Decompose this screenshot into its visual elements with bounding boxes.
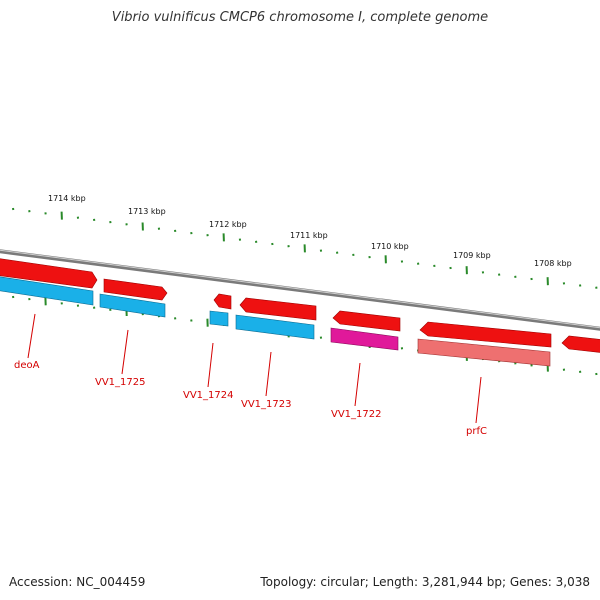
gene-arrow-deoA[interactable] [0, 258, 98, 289]
gene-bar-VV1_1722[interactable] [330, 327, 399, 351]
scale-label-1713: 1713 kbp [128, 207, 166, 216]
scale-label-1714: 1714 kbp [48, 194, 86, 203]
scale-label-1711: 1711 kbp [290, 231, 328, 240]
gene-label-deoA[interactable]: deoA [14, 360, 40, 371]
leader-line-VV1_1723 [265, 351, 272, 397]
leader-line-VV1_1722 [354, 362, 361, 407]
scale-label-1708: 1708 kbp [534, 259, 572, 268]
gene-arrow-prfC[interactable] [419, 321, 552, 348]
gene-label-VV1_1724[interactable]: VV1_1724 [183, 390, 234, 401]
gene-arrow-VV1_1724[interactable] [213, 293, 232, 310]
gene-arrow-next[interactable] [561, 335, 600, 353]
gene-bar-VV1_1725[interactable] [99, 293, 166, 318]
topology-summary: Topology: circular; Length: 3,281,944 bp… [260, 575, 590, 589]
outer-scale-ticks [12, 207, 598, 289]
leader-line-VV1_1725 [121, 329, 129, 375]
leader-line-VV1_1724 [207, 342, 214, 388]
scale-label-1712: 1712 kbp [209, 220, 247, 229]
leader-line-prfC [475, 376, 482, 424]
leader-line-deoA [27, 313, 36, 359]
map-title: Vibrio vulnificus CMCP6 chromosome I, co… [111, 10, 489, 25]
gene-arrow-VV1_1723[interactable] [239, 297, 317, 321]
accession-text: Accession: NC_004459 [9, 575, 146, 589]
gene-arrow-VV1_1722[interactable] [332, 310, 401, 332]
chromosome-backbone-highlight [0, 249, 600, 329]
gene-label-prfC[interactable]: prfC [466, 426, 487, 437]
gene-bar-VV1_1724[interactable] [209, 310, 229, 327]
scale-label-1709: 1709 kbp [453, 251, 491, 260]
gene-bar-deoA[interactable] [0, 276, 94, 306]
gene-bar-prfC[interactable] [417, 338, 551, 367]
scale-label-1710: 1710 kbp [371, 242, 409, 251]
gene-bar-VV1_1723[interactable] [235, 314, 315, 340]
gene-label-VV1_1722[interactable]: VV1_1722 [331, 409, 382, 420]
chromosome-backbone [0, 249, 600, 331]
gene-label-VV1_1725[interactable]: VV1_1725 [95, 377, 146, 388]
gene-label-VV1_1723[interactable]: VV1_1723 [241, 399, 292, 410]
gene-arrow-VV1_1725[interactable] [103, 278, 168, 301]
